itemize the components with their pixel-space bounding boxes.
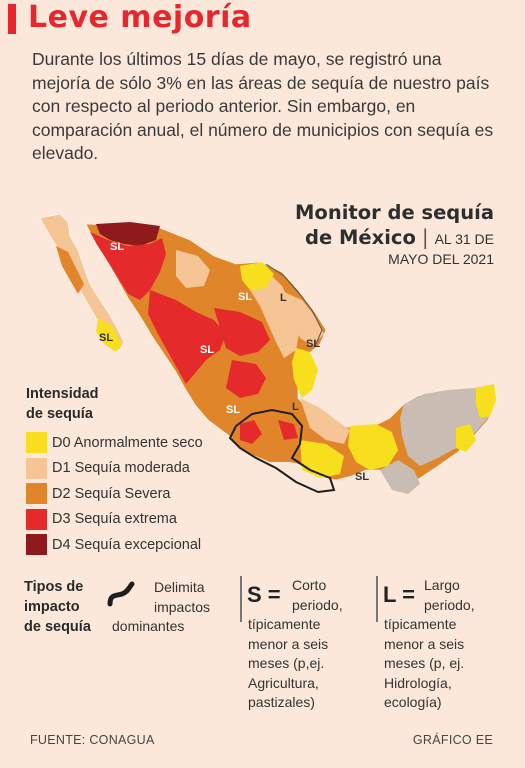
s-description: Corto periodo, típicamente menor a seis …	[248, 576, 373, 713]
region-d4-northwest	[96, 222, 160, 246]
map-label-sl-baja: SL	[99, 332, 113, 344]
map-label-sl-tamaulipas: SL	[306, 338, 320, 350]
region-d3-west	[148, 290, 226, 384]
impact-title-line1: Tipos de	[24, 579, 84, 595]
legend-label-d4: D4 Sequía excepcional	[52, 536, 202, 553]
l-label: L =	[383, 582, 416, 607]
impact-title-line2: impacto	[24, 599, 80, 615]
legend-swatch-d1	[26, 457, 47, 479]
map-label-sl-coahuila: SL	[238, 291, 252, 303]
region-d0-gulf	[292, 348, 318, 398]
map-label-sl-southeast: SL	[355, 471, 369, 483]
legend-item: D0 Anormalmente seco	[26, 430, 203, 456]
divider-s	[240, 576, 242, 622]
region-d0-southeast	[348, 424, 398, 470]
region-d0-yucatan	[476, 384, 496, 418]
monitor-title-line2: de México	[305, 226, 416, 249]
l-line6: Hidrología,	[384, 674, 452, 691]
legend-title: Intensidad de sequía	[26, 384, 99, 424]
region-d0-oaxaca	[300, 440, 344, 478]
legend-swatch-d4	[26, 534, 47, 556]
s-line3: típicamente	[248, 616, 321, 632]
region-d3-south2	[278, 420, 298, 440]
legend-item: D1 Sequía moderada	[26, 456, 203, 482]
graphic-credit: GRÁFICO EE	[412, 733, 493, 747]
delimit-line2: impactos	[154, 598, 211, 615]
s-line4: menor a seis	[248, 635, 329, 652]
map-label-sl-sonora: SL	[110, 241, 124, 253]
region-d3-sonora	[90, 232, 166, 300]
s-line5: meses (p,ej.	[248, 655, 325, 671]
region-yucatan	[400, 384, 496, 466]
l-line3: típicamente	[384, 616, 457, 632]
legend-item: D3 Sequía extrema	[26, 507, 203, 533]
impact-types-title: Tipos de impacto de sequía	[24, 577, 91, 637]
page-title: Leve mejoría	[28, 0, 252, 35]
map-label-sl-west: SL	[200, 344, 214, 356]
s-line7: pastizales)	[248, 694, 315, 710]
impact-boundary	[228, 408, 336, 494]
region-baja-south	[96, 318, 122, 352]
l-description: Largo periodo, típicamente menor a seis …	[384, 576, 509, 713]
legend-swatch-d3	[26, 508, 47, 530]
map-label-l-center: L	[292, 401, 299, 413]
legend-title-line2: de sequía	[26, 406, 93, 422]
legend-item: D4 Sequía excepcional	[26, 532, 203, 558]
legend-label-d1: D1 Sequía moderada	[52, 460, 190, 477]
title-accent-bar	[8, 4, 16, 34]
delimit-description: Delimita impactos dominantes	[112, 578, 232, 637]
region-chiapas	[380, 460, 420, 494]
impact-boundary-northeast	[265, 263, 323, 345]
legend-item: D2 Sequía Severa	[26, 481, 203, 507]
l-line5: meses (p, ej.	[384, 655, 465, 671]
l-line2: periodo,	[424, 596, 475, 613]
map-label-l-northeast: L	[280, 292, 287, 304]
legend-label-d2: D2 Sequía Severa	[52, 485, 171, 502]
region-d0-coahuila	[240, 262, 274, 290]
monitor-title: Monitor de sequía de México | AL 31 DE	[295, 201, 494, 251]
intro-paragraph: Durante los últimos 15 días de mayo, se …	[32, 49, 494, 163]
region-d3-center2	[226, 360, 266, 398]
region-d1-gulf	[300, 398, 350, 444]
delimit-line1: Delimita	[154, 579, 205, 595]
divider-l	[376, 576, 378, 622]
region-d3-south	[240, 420, 262, 444]
l-line7: ecología)	[384, 694, 442, 710]
l-line4: menor a seis	[384, 635, 465, 652]
s-line1: Corto	[292, 577, 327, 593]
region-d3-center	[214, 308, 270, 356]
legend-label-d0: D0 Anormalmente seco	[52, 434, 203, 451]
region-mainland	[85, 223, 497, 487]
monitor-separator: |	[421, 225, 429, 249]
s-line2: periodo,	[292, 596, 343, 613]
monitor-date-part2: MAYO DEL 2021	[388, 251, 494, 267]
legend-label-d3: D3 Sequía extrema	[52, 511, 177, 528]
map-label-sl-center: SL	[226, 404, 240, 416]
impact-title-line3: de sequía	[24, 619, 91, 635]
monitor-title-line1: Monitor de sequía	[295, 201, 494, 224]
s-label: S =	[247, 582, 281, 607]
monitor-date-part1: AL 31 DE	[434, 231, 494, 247]
delimit-line3: dominantes	[112, 618, 185, 634]
region-baja-orange	[56, 246, 84, 294]
legend: D0 Anormalmente seco D1 Sequía moderada …	[26, 430, 203, 558]
source-credit: FUENTE: CONAGUA	[30, 733, 155, 747]
s-line6: Agricultura,	[248, 674, 319, 691]
l-line1: Largo	[424, 577, 460, 593]
legend-title-line1: Intensidad	[26, 386, 99, 402]
region-d0-yucatan-south	[456, 424, 476, 452]
region-d1-chihuahua	[176, 250, 210, 288]
legend-swatch-d2	[26, 483, 47, 505]
region-d1-tamaulipas	[284, 292, 324, 346]
legend-swatch-d0	[26, 432, 47, 454]
boundary-curve-icon	[107, 581, 135, 607]
